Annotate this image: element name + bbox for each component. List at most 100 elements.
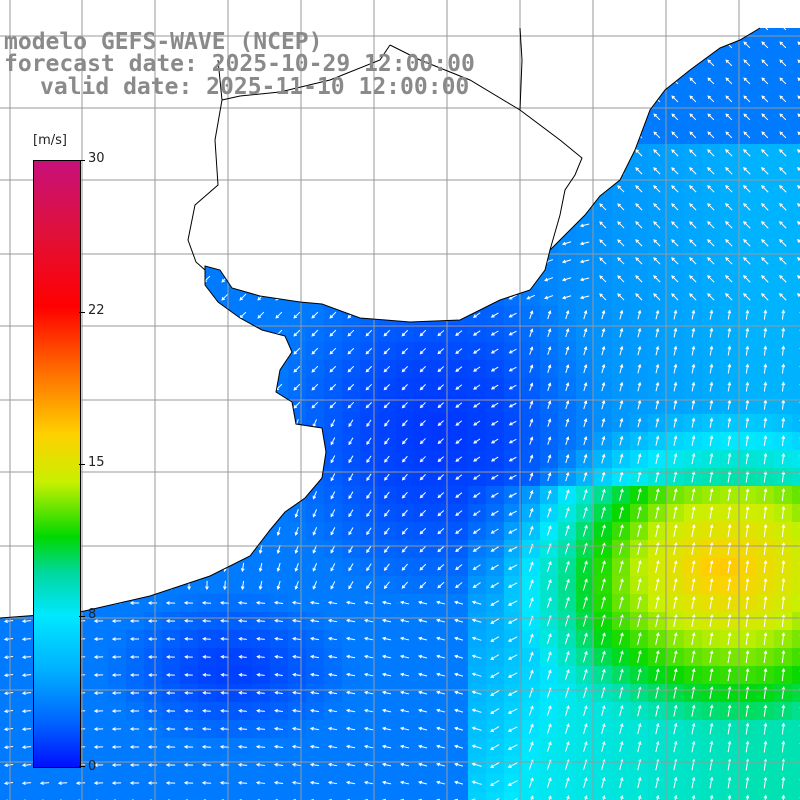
wind-arrow — [365, 203, 373, 211]
field-cell — [792, 324, 800, 343]
wind-arrow — [24, 437, 30, 446]
field-cell — [720, 28, 739, 37]
wind-arrow — [490, 28, 499, 30]
wind-arrow — [185, 401, 193, 409]
field-cell — [432, 162, 451, 181]
wind-arrow — [544, 151, 554, 156]
field-cell — [252, 792, 271, 800]
wind-arrow — [221, 149, 229, 157]
field-cell — [126, 108, 145, 127]
field-cell — [90, 558, 109, 577]
wind-arrow — [472, 204, 481, 210]
wind-arrow — [401, 185, 409, 193]
colorbar-tick-label: 30 — [88, 151, 105, 166]
field-cell — [594, 180, 613, 199]
field-cell — [180, 126, 199, 145]
wind-arrow — [617, 28, 625, 31]
wind-arrow — [257, 365, 265, 373]
field-cell — [234, 378, 253, 397]
field-cell — [792, 216, 800, 235]
colorbar-tickmark — [79, 616, 85, 617]
field-cell — [198, 432, 217, 451]
wind-arrow — [5, 365, 13, 373]
field-cell — [234, 504, 253, 523]
wind-arrow — [5, 149, 13, 157]
field-cell — [252, 270, 271, 289]
wind-arrow — [653, 77, 661, 85]
field-cell — [306, 162, 325, 181]
field-cell — [396, 144, 415, 163]
wind-arrow — [115, 418, 120, 428]
wind-arrow — [115, 526, 120, 536]
field-cell — [792, 594, 800, 613]
field-cell — [90, 108, 109, 127]
wind-arrow — [437, 131, 445, 139]
field-cell — [792, 144, 800, 163]
field-cell — [90, 360, 109, 379]
wind-arrow — [239, 131, 247, 139]
field-cell — [342, 108, 361, 127]
wind-arrow — [347, 28, 355, 31]
wind-arrow — [169, 526, 174, 537]
wind-arrow — [131, 401, 139, 409]
field-cell — [540, 144, 559, 163]
field-cell — [162, 108, 181, 127]
field-cell — [126, 558, 145, 577]
wind-arrow — [221, 113, 229, 121]
wind-arrow — [311, 275, 319, 283]
wind-arrow — [169, 472, 174, 483]
field-cell — [252, 144, 271, 163]
field-cell — [468, 252, 487, 271]
field-cell — [126, 396, 145, 415]
field-cell — [450, 108, 469, 127]
field-cell — [792, 342, 800, 361]
field-cell — [324, 252, 343, 271]
field-cell — [288, 234, 307, 253]
wind-arrow — [97, 436, 102, 446]
wind-arrow — [5, 221, 13, 229]
field-cell — [126, 414, 145, 433]
wind-arrow — [383, 203, 391, 211]
field-cell — [450, 28, 469, 37]
wind-arrow — [365, 28, 373, 31]
field-cell — [522, 126, 541, 145]
wind-speed-field — [0, 28, 800, 800]
wind-arrow — [203, 131, 211, 139]
wind-arrow — [365, 113, 373, 121]
wind-arrow — [275, 131, 283, 139]
field-cell — [198, 522, 217, 541]
wind-arrow — [221, 347, 229, 355]
wind-arrow — [257, 275, 265, 283]
wind-arrow — [561, 205, 572, 210]
wind-arrow — [239, 239, 247, 247]
wind-arrow — [365, 185, 373, 193]
wind-arrow — [97, 562, 102, 572]
field-cell — [378, 252, 397, 271]
field-cell — [162, 216, 181, 235]
field-cell — [234, 234, 253, 253]
wind-arrow — [311, 113, 319, 121]
field-cell — [792, 378, 800, 397]
field-cell — [144, 504, 163, 523]
wind-arrow — [294, 491, 299, 500]
field-cell — [234, 162, 253, 181]
field-cell — [648, 90, 667, 109]
wind-arrow — [185, 347, 193, 355]
wind-arrow — [24, 491, 30, 500]
field-cell — [612, 108, 631, 127]
field-cell — [342, 126, 361, 145]
field-cell — [792, 756, 800, 775]
field-cell — [414, 216, 433, 235]
wind-arrow — [617, 41, 625, 49]
wind-arrow — [472, 186, 481, 192]
field-cell — [288, 162, 307, 181]
field-cell — [414, 180, 433, 199]
field-cell — [792, 162, 800, 181]
wind-arrow — [579, 115, 590, 120]
field-cell — [450, 234, 469, 253]
wind-arrow — [419, 41, 427, 49]
wind-arrow — [258, 490, 263, 501]
field-cell — [450, 270, 469, 289]
field-cell — [522, 198, 541, 217]
wind-arrow — [221, 257, 229, 265]
